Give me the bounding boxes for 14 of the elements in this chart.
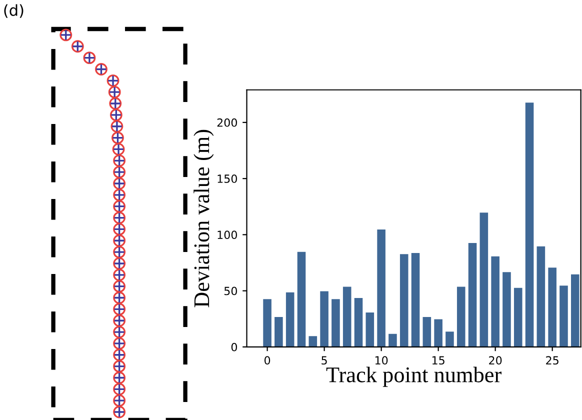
y-tick-label: 150: [218, 174, 237, 183]
x-tick-label: 5: [322, 356, 327, 365]
x-tick-label: 25: [546, 356, 558, 365]
x-tick-label: 0: [264, 356, 270, 365]
x-tick-label: 10: [375, 356, 388, 365]
y-axis-title: Deviation value (m): [194, 130, 214, 308]
x-tick-label: 20: [489, 356, 502, 365]
y-tick-label: 100: [218, 230, 237, 240]
x-tick-label: 15: [432, 356, 444, 365]
y-tick-label: 0: [231, 342, 237, 352]
x-axis-title: Track point number: [326, 366, 502, 387]
y-tick-label: 200: [217, 118, 237, 127]
y-tick-label: 50: [224, 286, 237, 296]
text: (d): [4, 4, 24, 18]
